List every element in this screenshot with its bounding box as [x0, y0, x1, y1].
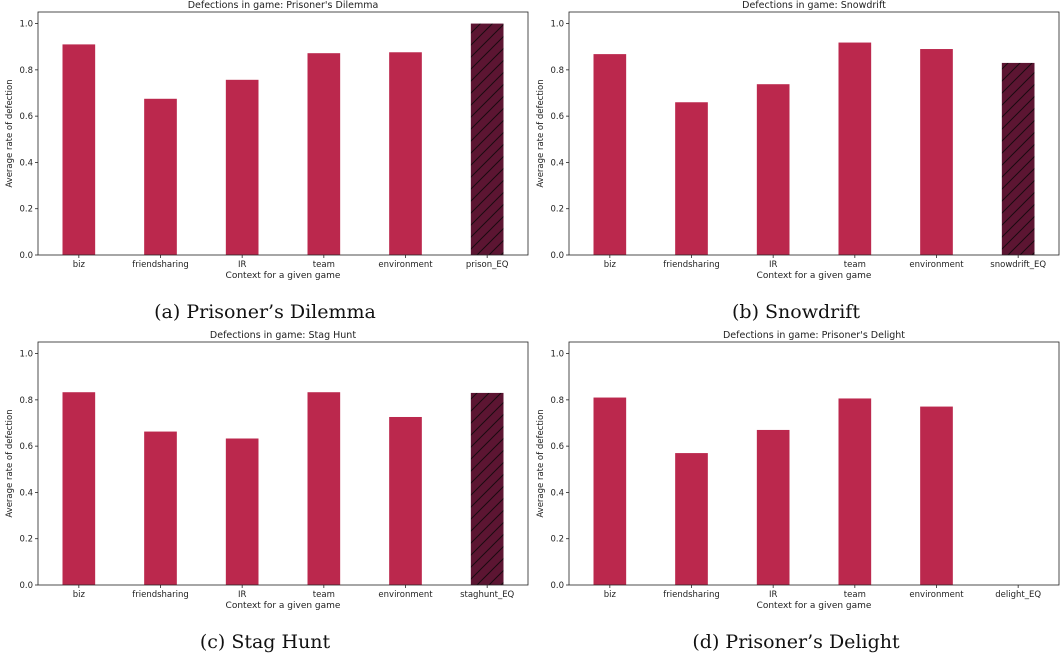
plot-frame	[37, 341, 529, 586]
figure-caption: (d) Prisoner’s Delight	[692, 631, 900, 653]
figure-caption: (a) Prisoner’s Dilemma	[154, 301, 376, 323]
bar	[144, 98, 177, 256]
y-tick-label: 0.0	[550, 581, 564, 591]
y-tick-label: 1.0	[550, 350, 564, 360]
bar	[756, 84, 790, 255]
x-tick-label: friendsharing	[663, 260, 720, 270]
y-tick-label: 0.8	[550, 66, 564, 76]
y-tick-label: 0.6	[19, 112, 33, 122]
x-tick-label: delight_EQ	[995, 590, 1041, 600]
chart-panel-prisoners-delight: Defections in game: Prisoner's Delight bi…	[531, 330, 1061, 660]
y-tick-label: 0.0	[19, 581, 33, 591]
x-axis-label: Context for a given game	[226, 601, 341, 611]
plot-frame	[568, 11, 1060, 256]
y-tick-label: 0.4	[550, 488, 564, 498]
x-tick-label: friendsharing	[132, 260, 189, 270]
y-tick-label: 0.4	[550, 158, 564, 168]
x-tick-label: biz	[73, 590, 86, 600]
bar	[920, 49, 953, 256]
chart-title: Defections in game: Stag Hunt	[210, 330, 356, 341]
y-tick-label: 0.0	[19, 251, 33, 261]
y-tick-label: 0.8	[550, 396, 564, 406]
x-tick-label: environment	[909, 590, 964, 600]
chart-title: Defections in game: Prisoner's Delight	[723, 330, 905, 341]
y-tick-label: 0.4	[19, 158, 33, 168]
y-tick-label: 0.2	[550, 205, 564, 215]
bar	[920, 406, 953, 585]
y-axis-label: Average rate of defection	[5, 79, 15, 187]
x-tick-label: biz	[604, 590, 617, 600]
y-axis-label: Average rate of defection	[5, 409, 15, 517]
x-tick-label: team	[844, 590, 866, 600]
y-tick-label: 1.0	[19, 20, 33, 30]
x-tick-label: staghunt_EQ	[460, 590, 514, 600]
bar	[593, 54, 627, 256]
bar	[62, 392, 96, 585]
chart-panel-snowdrift: Defections in game: Snowdrift biz friendsh…	[531, 0, 1061, 330]
x-tick-label: team	[313, 590, 335, 600]
figure-caption: (c) Stag Hunt	[199, 631, 331, 653]
x-axis-label: Context for a given game	[757, 601, 872, 611]
bar	[62, 44, 96, 256]
chart-panel-stag-hunt: Defections in game: Stag Hunt biz friendsh…	[0, 330, 530, 660]
y-axis-label: Average rate of defection	[536, 409, 546, 517]
x-tick-label: biz	[604, 260, 617, 270]
x-axis-label: Context for a given game	[757, 271, 872, 281]
bar	[389, 52, 422, 255]
chart-panel-prisoners-dilemma: Defections in game: Prisoner's Dilemma bi…	[0, 0, 530, 330]
x-tick-label: biz	[73, 260, 86, 270]
y-tick-label: 1.0	[550, 20, 564, 30]
y-tick-label: 0.8	[19, 66, 33, 76]
y-tick-label: 0.2	[19, 205, 33, 215]
x-tick-label: friendsharing	[663, 590, 720, 600]
x-tick-label: environment	[378, 260, 433, 270]
bar	[756, 429, 790, 585]
chart-svg: Defections in game: Stag Hunt biz friendsh…	[5, 330, 529, 611]
plot-frame	[37, 11, 529, 256]
chart-title: Defections in game: Prisoner's Dilemma	[188, 0, 379, 11]
y-tick-label: 0.6	[550, 442, 564, 452]
x-tick-label: prison_EQ	[466, 260, 509, 270]
y-tick-label: 0.0	[550, 251, 564, 261]
x-tick-label: team	[844, 260, 866, 270]
x-tick-label: snowdrift_EQ	[990, 260, 1046, 270]
bar	[593, 397, 627, 585]
x-tick-label: environment	[909, 260, 964, 270]
figure-caption: (b) Snowdrift	[732, 301, 860, 323]
plot-frame	[568, 341, 1060, 586]
bar	[838, 398, 872, 585]
equilibrium-bar	[470, 392, 504, 585]
x-tick-label: team	[313, 260, 335, 270]
bar	[675, 102, 708, 255]
y-axis-label: Average rate of defection	[536, 79, 546, 187]
x-axis-label: Context for a given game	[226, 271, 341, 281]
y-tick-label: 0.8	[19, 396, 33, 406]
bar	[675, 453, 708, 585]
x-tick-label: friendsharing	[132, 590, 189, 600]
equilibrium-bar	[1001, 62, 1035, 255]
y-tick-label: 0.2	[550, 535, 564, 545]
y-tick-label: 1.0	[19, 350, 33, 360]
chart-svg: Defections in game: Prisoner's Dilemma bi…	[5, 0, 529, 281]
bar	[838, 42, 872, 256]
y-tick-label: 0.2	[19, 535, 33, 545]
x-tick-label: IR	[769, 590, 778, 600]
y-tick-label: 0.6	[19, 442, 33, 452]
bar	[225, 79, 259, 256]
chart-svg: Defections in game: Snowdrift biz friendsh…	[536, 0, 1060, 281]
chart-svg: Defections in game: Prisoner's Delight bi…	[536, 330, 1060, 611]
x-tick-label: IR	[238, 590, 247, 600]
bar	[307, 53, 341, 255]
x-tick-label: environment	[378, 590, 433, 600]
y-tick-label: 0.4	[19, 488, 33, 498]
bar	[225, 438, 259, 585]
x-tick-label: IR	[238, 260, 247, 270]
chart-title: Defections in game: Snowdrift	[742, 0, 886, 11]
bar	[307, 392, 341, 585]
bar	[144, 431, 177, 585]
x-tick-label: IR	[769, 260, 778, 270]
bar	[389, 416, 422, 585]
y-tick-label: 0.6	[550, 112, 564, 122]
equilibrium-bar	[470, 23, 504, 256]
